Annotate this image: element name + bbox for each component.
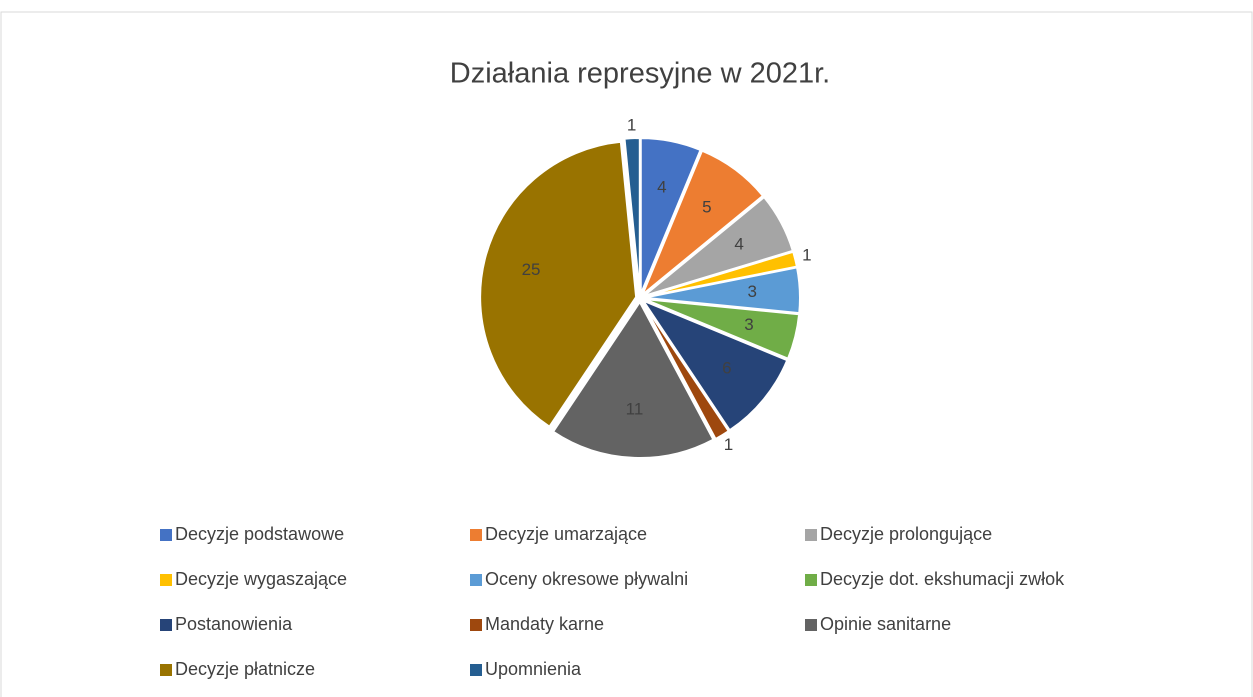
legend-marker — [160, 619, 172, 631]
data-label: 6 — [722, 359, 731, 378]
legend-label: Mandaty karne — [485, 614, 604, 634]
data-label: 25 — [522, 260, 541, 279]
data-label: 1 — [802, 246, 811, 265]
data-label: 3 — [744, 315, 753, 334]
data-label: 11 — [626, 400, 644, 419]
data-label: 1 — [724, 435, 733, 454]
pie-slice — [640, 298, 789, 432]
pie-slice — [479, 140, 638, 429]
data-label: 5 — [702, 197, 711, 216]
chart-title: Działania represyjne w 2021r. — [450, 58, 830, 90]
legend-marker — [160, 664, 172, 676]
legend-label: Decyzje wygaszające — [175, 569, 347, 589]
pie-slice — [551, 300, 715, 459]
legend-marker — [470, 664, 482, 676]
data-label: 3 — [747, 282, 756, 301]
pie-slice — [623, 137, 641, 295]
legend-marker — [470, 529, 482, 541]
data-label: 4 — [734, 235, 743, 254]
legend-marker — [805, 529, 817, 541]
legend-label: Upomnienia — [485, 659, 582, 679]
legend-label: Decyzje dot. ekshumacji zwłok — [820, 569, 1065, 589]
legend-marker — [805, 619, 817, 631]
legend-marker — [470, 574, 482, 586]
pie-slice — [639, 137, 702, 295]
legend-marker — [160, 529, 172, 541]
pie-slice — [643, 266, 801, 315]
legend-marker — [805, 574, 817, 586]
legend-label: Decyzje prolongujące — [820, 524, 992, 544]
pie-slice — [641, 300, 731, 441]
legend-marker — [470, 619, 482, 631]
legend-label: Opinie sanitarne — [820, 614, 951, 634]
legend-label: Decyzje podstawowe — [175, 524, 344, 544]
legend-label: Postanowienia — [175, 614, 293, 634]
legend-label: Decyzje umarzające — [485, 524, 647, 544]
pie-slice — [643, 297, 801, 360]
legend-label: Oceny okresowe pływalni — [485, 569, 688, 589]
legend-marker — [160, 574, 172, 586]
data-label: 4 — [657, 177, 666, 196]
legend-label: Decyzje płatnicze — [175, 659, 315, 679]
pie-slice — [642, 195, 795, 298]
data-label: 1 — [627, 116, 636, 135]
pie-slice — [641, 149, 765, 296]
